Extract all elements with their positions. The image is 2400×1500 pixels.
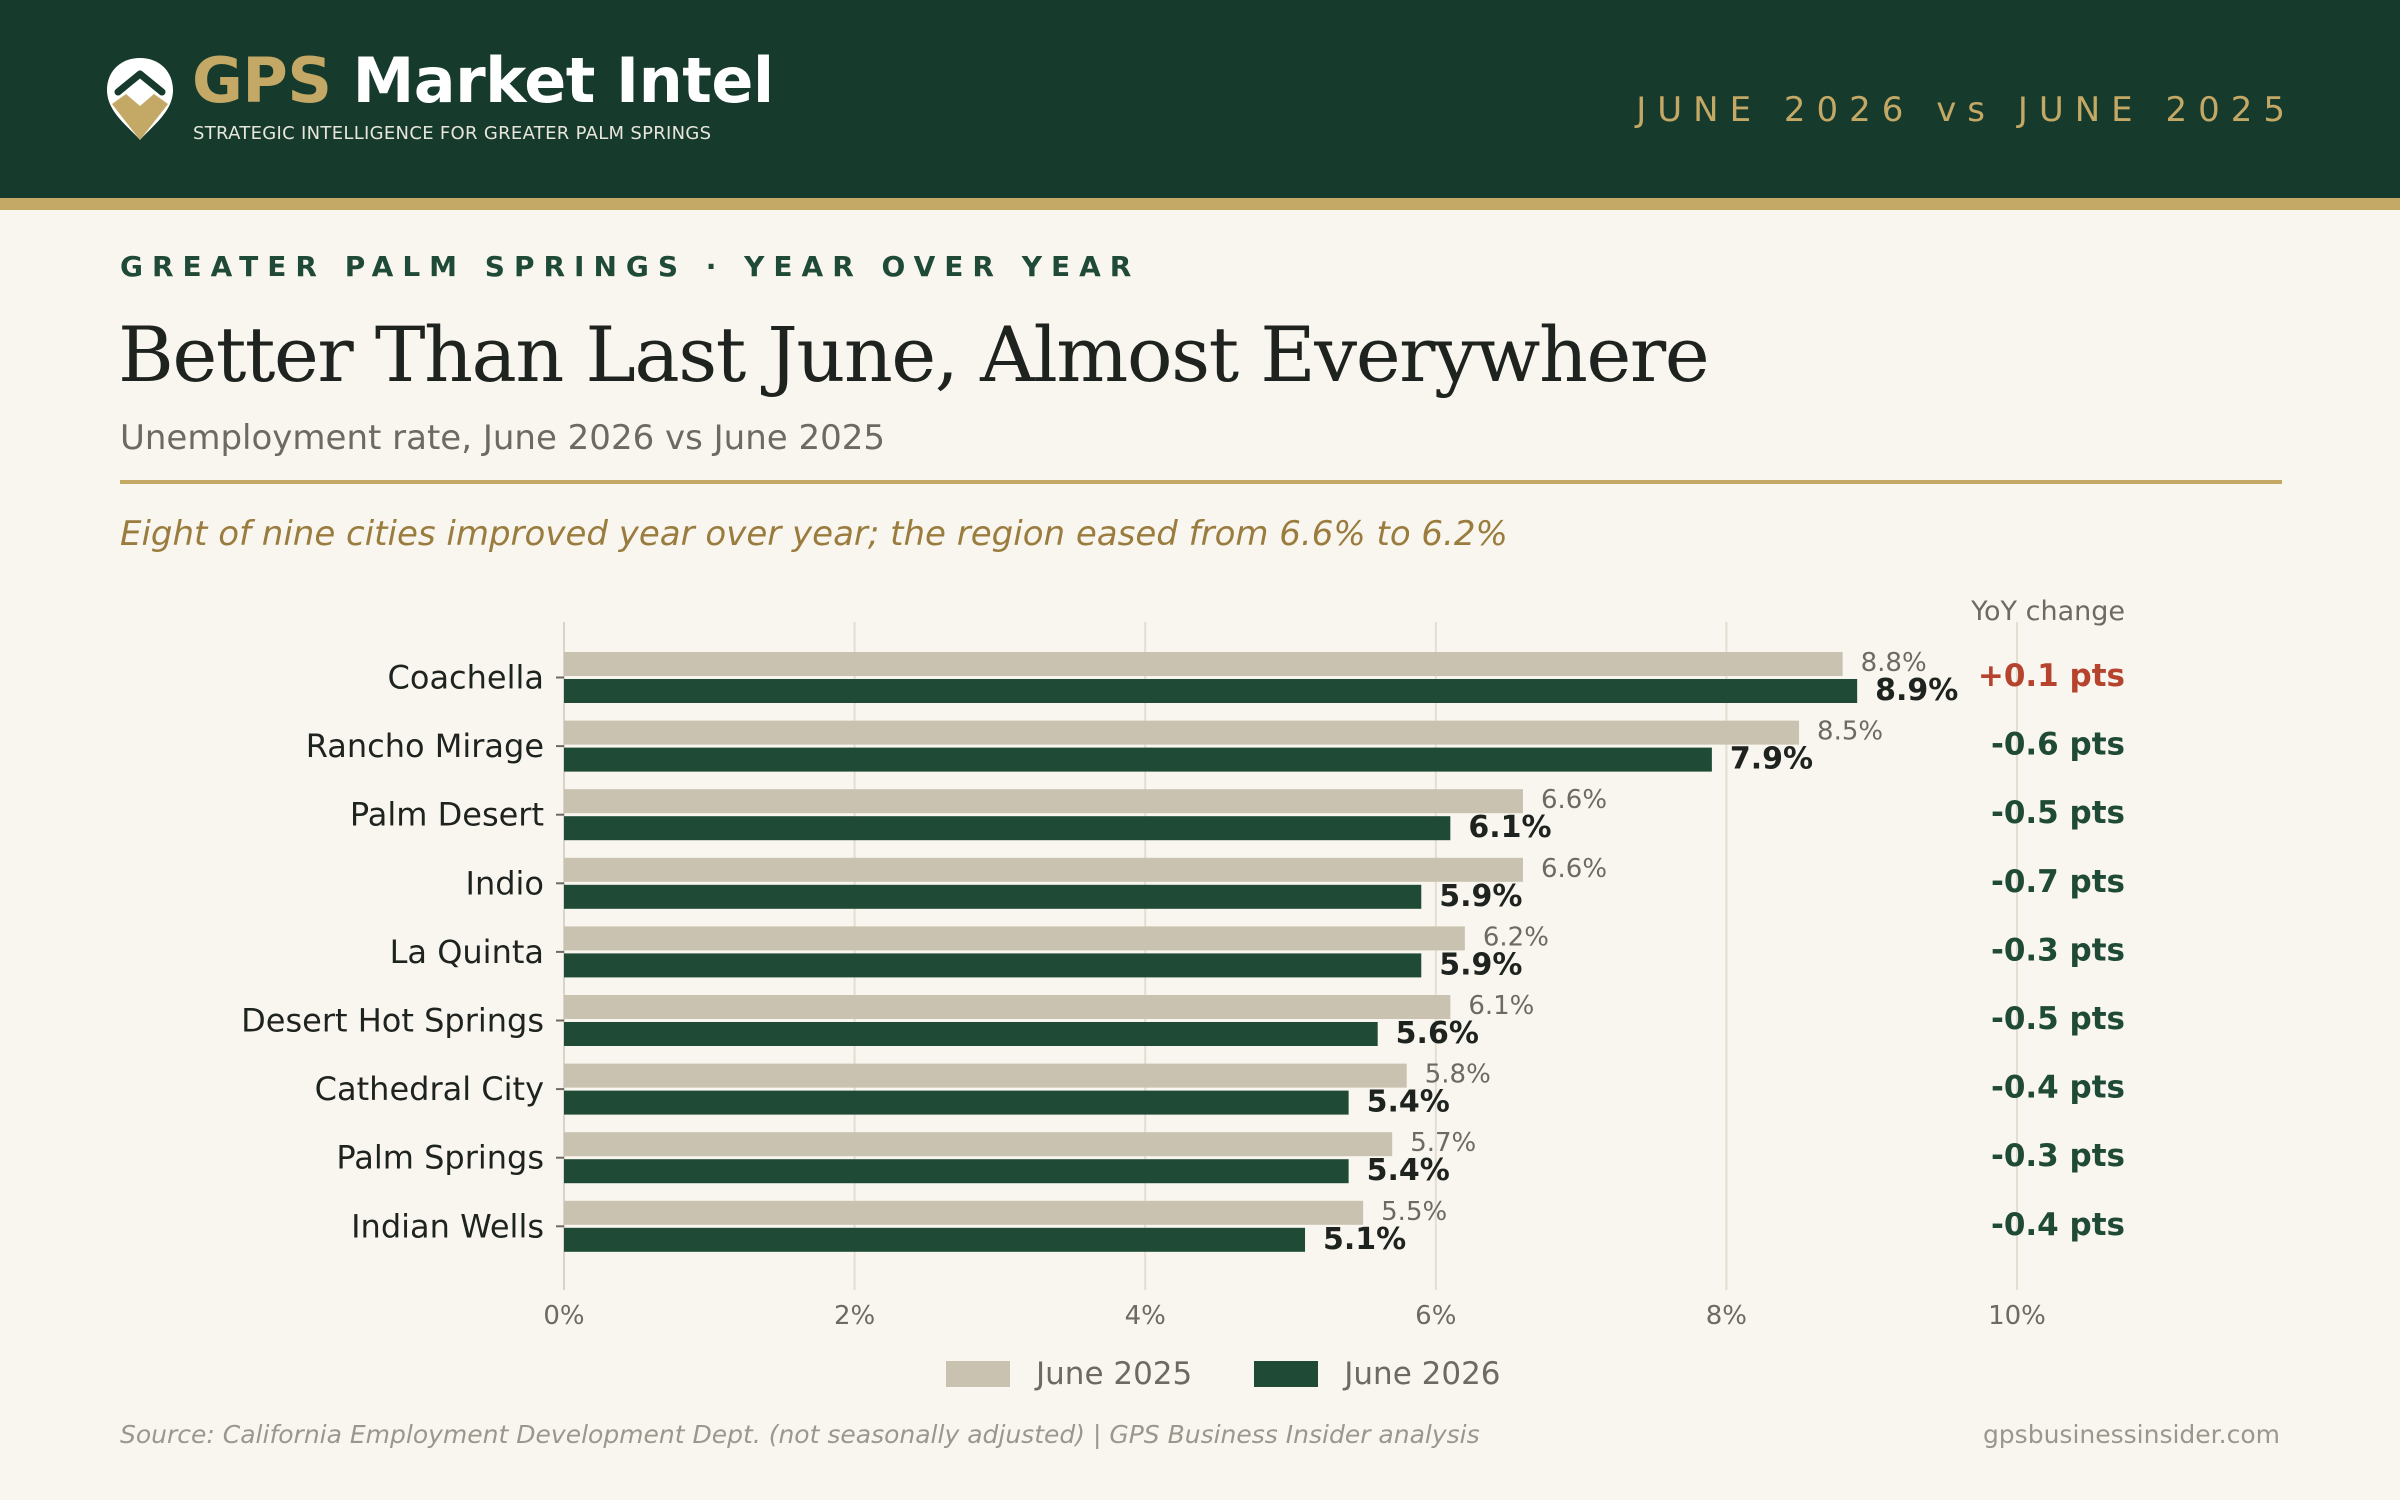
bar-june-2025 <box>564 1063 1407 1088</box>
yoy-change-label: -0.4 pts <box>1991 1207 2125 1243</box>
bar-june-2026 <box>564 816 1451 841</box>
x-tick-label: 4% <box>1125 1301 1166 1331</box>
header-period: JUNE 2026 vs JUNE 2025 <box>1636 90 2296 130</box>
value-label-2025: 6.6% <box>1541 785 1607 815</box>
logo-pin-icon <box>107 58 173 140</box>
legend-item-2025: June 2025 <box>946 1356 1192 1392</box>
bar-june-2026 <box>564 1227 1306 1252</box>
yoy-change-label: -0.3 pts <box>1991 1138 2125 1174</box>
bar-june-2026 <box>564 1159 1349 1184</box>
value-label-2026: 5.9% <box>1439 879 1522 914</box>
value-label-2025: 6.6% <box>1541 854 1607 884</box>
bar-june-2026 <box>564 1090 1349 1115</box>
bar-june-2025 <box>564 1200 1364 1225</box>
bar-june-2025 <box>564 720 1800 745</box>
value-label-2026: 5.9% <box>1439 947 1522 982</box>
brand-name-accent: GPS <box>192 44 332 117</box>
yoy-change-label: -0.5 pts <box>1991 795 2125 831</box>
value-label-2026: 5.1% <box>1323 1222 1406 1257</box>
legend-item-2026: June 2026 <box>1254 1356 1501 1392</box>
chart-legend: June 2025 June 2026 <box>946 1354 1563 1394</box>
yoy-change-label: -0.3 pts <box>1991 932 2125 968</box>
brand-tagline: STRATEGIC INTELLIGENCE FOR GREATER PALM … <box>193 123 712 144</box>
value-label-2025: 8.5% <box>1817 717 1883 747</box>
brand-name-rest: Market Intel <box>331 44 775 117</box>
bar-june-2026 <box>564 884 1422 909</box>
bar-chart: 0% 2% 4% 6% 8% 10% YoY change Coachella 8.8%8.9%… <box>241 596 2125 1331</box>
value-label-2026: 7.9% <box>1730 742 1813 777</box>
value-label-2026: 6.1% <box>1468 810 1551 845</box>
legend-label-2025: June 2025 <box>1036 1356 1193 1392</box>
bar-june-2025 <box>564 652 1843 676</box>
legend-swatch-2025 <box>946 1361 1010 1387</box>
yoy-change-label: -0.7 pts <box>1991 864 2125 900</box>
chart-subtitle: Unemployment rate, June 2026 vs June 202… <box>120 418 886 458</box>
yoy-change-label: -0.4 pts <box>1991 1070 2125 1106</box>
category-label: Indio <box>466 864 545 902</box>
category-label: Palm Springs <box>336 1139 544 1177</box>
value-label-2026: 5.4% <box>1367 1085 1450 1120</box>
value-label-2025: 5.7% <box>1410 1128 1476 1158</box>
value-label-2026: 5.4% <box>1367 1153 1450 1188</box>
yoy-change-label: -0.6 pts <box>1991 727 2125 763</box>
source-note: Source: California Employment Developmen… <box>120 1420 1480 1449</box>
change-column-header: YoY change <box>1970 596 2125 627</box>
value-label-2025: 8.8% <box>1861 648 1927 678</box>
chart-title: Better Than Last June, Almost Everywhere <box>118 310 1710 399</box>
bar-june-2026 <box>564 679 1858 703</box>
bar-june-2025 <box>564 1132 1393 1157</box>
yoy-change-label: +0.1 pts <box>1978 658 2125 694</box>
value-label-2026: 5.6% <box>1396 1016 1479 1051</box>
insight-text: Eight of nine cities improved year over … <box>120 514 1508 554</box>
x-tick-label: 0% <box>543 1301 584 1331</box>
value-label-2025: 5.8% <box>1425 1060 1491 1090</box>
x-tick-label: 2% <box>834 1301 875 1331</box>
brand-name: GPS Market Intel <box>192 44 774 118</box>
value-label-2026: 8.9% <box>1875 673 1958 708</box>
category-label: Palm Desert <box>350 796 544 834</box>
bar-june-2025 <box>564 926 1465 951</box>
x-tick-label: 10% <box>1988 1301 2046 1331</box>
site-url: gpsbusinessinsider.com <box>1982 1420 2280 1449</box>
value-label-2025: 6.1% <box>1468 991 1534 1021</box>
value-label-2025: 5.5% <box>1381 1197 1447 1227</box>
bar-june-2026 <box>564 1022 1378 1046</box>
category-label: Desert Hot Springs <box>241 1002 544 1040</box>
x-tick-label: 6% <box>1415 1301 1456 1331</box>
kicker-label: GREATER PALM SPRINGS · YEAR OVER YEAR <box>120 250 1141 283</box>
category-label: Indian Wells <box>351 1207 544 1245</box>
category-label: Cathedral City <box>315 1070 544 1108</box>
bar-june-2026 <box>564 953 1422 978</box>
title-divider <box>120 480 2282 484</box>
header-bar: GPS Market Intel STRATEGIC INTELLIGENCE … <box>0 0 2400 198</box>
category-label: Rancho Mirage <box>306 727 544 765</box>
category-label: La Quinta <box>390 933 544 971</box>
x-tick-label: 8% <box>1706 1301 1747 1331</box>
legend-label-2026: June 2026 <box>1344 1356 1501 1392</box>
bar-june-2026 <box>564 747 1712 772</box>
yoy-change-label: -0.5 pts <box>1991 1001 2125 1037</box>
bar-june-2025 <box>564 995 1451 1019</box>
bar-june-2025 <box>564 857 1523 882</box>
bar-june-2025 <box>564 789 1523 814</box>
header-gold-rule <box>0 198 2400 210</box>
value-label-2025: 6.2% <box>1483 922 1549 952</box>
category-label: Coachella <box>388 659 544 697</box>
legend-swatch-2026 <box>1254 1361 1319 1387</box>
